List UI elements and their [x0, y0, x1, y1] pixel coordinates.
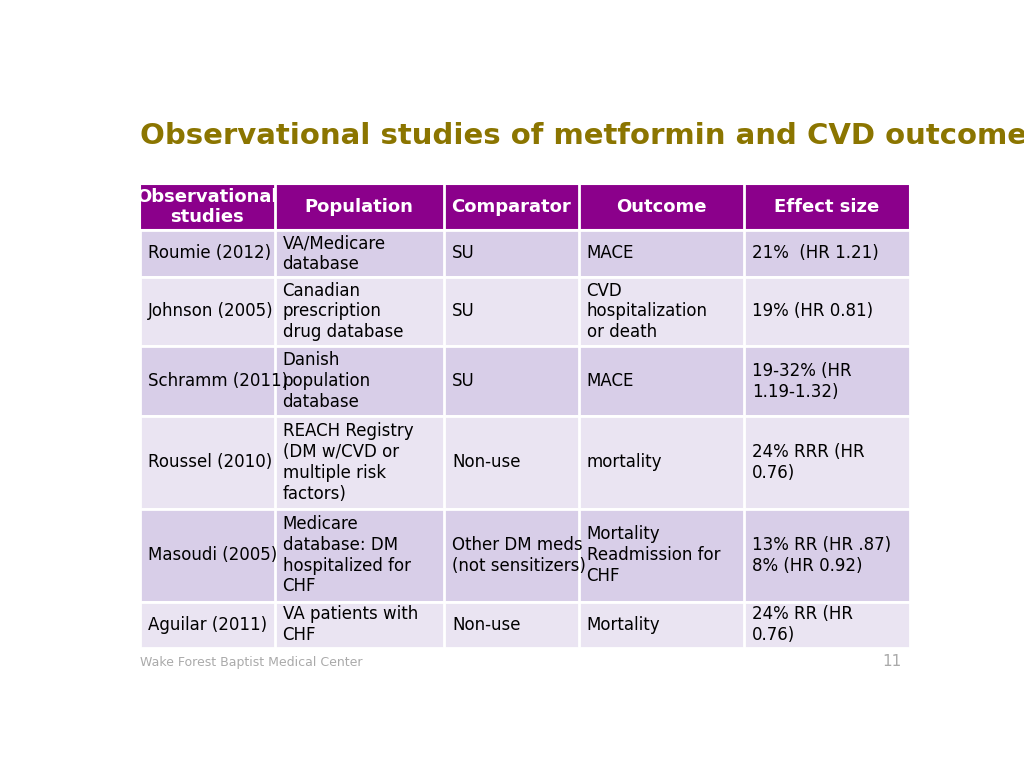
Text: Observational studies of metformin and CVD outcomes: Observational studies of metformin and C… — [140, 121, 1024, 150]
Text: SU: SU — [452, 244, 475, 263]
Text: Schramm (2011): Schramm (2011) — [147, 372, 288, 390]
Text: 19% (HR 0.81): 19% (HR 0.81) — [752, 303, 873, 320]
Text: Observational
studies: Observational studies — [136, 187, 278, 227]
Text: VA/Medicare
database: VA/Medicare database — [283, 234, 386, 273]
Text: 11: 11 — [883, 654, 902, 669]
Text: Canadian
prescription
drug database: Canadian prescription drug database — [283, 282, 403, 341]
Text: Non-use: Non-use — [452, 616, 520, 634]
Text: SU: SU — [452, 303, 475, 320]
Text: 13% RR (HR .87)
8% (HR 0.92): 13% RR (HR .87) 8% (HR 0.92) — [752, 536, 891, 574]
Text: Roussel (2010): Roussel (2010) — [147, 453, 272, 472]
Text: Outcome: Outcome — [616, 198, 707, 216]
Text: Wake Forest Baptist Medical Center: Wake Forest Baptist Medical Center — [140, 656, 362, 669]
Text: Masoudi (2005): Masoudi (2005) — [147, 546, 278, 564]
FancyBboxPatch shape — [140, 184, 909, 230]
Text: Comparator: Comparator — [452, 198, 571, 216]
Text: 19-32% (HR
1.19-1.32): 19-32% (HR 1.19-1.32) — [752, 362, 852, 401]
Text: 21%  (HR 1.21): 21% (HR 1.21) — [752, 244, 879, 263]
FancyBboxPatch shape — [140, 416, 909, 508]
Text: Medicare
database: DM
hospitalized for
CHF: Medicare database: DM hospitalized for C… — [283, 515, 411, 595]
Text: Danish
population
database: Danish population database — [283, 351, 371, 411]
FancyBboxPatch shape — [140, 508, 909, 601]
FancyBboxPatch shape — [140, 346, 909, 416]
FancyBboxPatch shape — [140, 601, 909, 648]
Text: mortality: mortality — [587, 453, 663, 472]
Text: CVD
hospitalization
or death: CVD hospitalization or death — [587, 282, 708, 341]
Text: Mortality: Mortality — [587, 616, 660, 634]
Text: Population: Population — [305, 198, 414, 216]
Text: REACH Registry
(DM w/CVD or
multiple risk
factors): REACH Registry (DM w/CVD or multiple ris… — [283, 422, 413, 502]
Text: SU: SU — [452, 372, 475, 390]
Text: MACE: MACE — [587, 244, 634, 263]
Text: Non-use: Non-use — [452, 453, 520, 472]
Text: Johnson (2005): Johnson (2005) — [147, 303, 273, 320]
Text: MACE: MACE — [587, 372, 634, 390]
FancyBboxPatch shape — [140, 230, 909, 276]
Text: Roumie (2012): Roumie (2012) — [147, 244, 271, 263]
FancyBboxPatch shape — [140, 276, 909, 346]
Text: Aguilar (2011): Aguilar (2011) — [147, 616, 267, 634]
Text: 24% RRR (HR
0.76): 24% RRR (HR 0.76) — [752, 443, 864, 482]
Text: Effect size: Effect size — [774, 198, 880, 216]
Text: VA patients with
CHF: VA patients with CHF — [283, 605, 418, 644]
Text: Other DM meds
(not sensitizers): Other DM meds (not sensitizers) — [452, 536, 586, 574]
Text: Mortality
Readmission for
CHF: Mortality Readmission for CHF — [587, 525, 720, 585]
Text: 24% RR (HR
0.76): 24% RR (HR 0.76) — [752, 605, 853, 644]
